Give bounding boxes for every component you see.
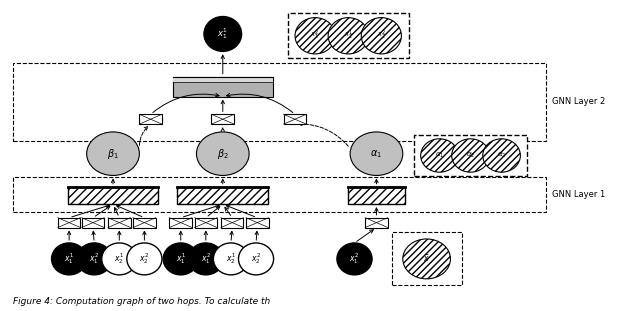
Ellipse shape: [328, 18, 368, 54]
Ellipse shape: [420, 139, 458, 172]
Text: $x_2^1$: $x_2^1$: [115, 252, 124, 266]
Ellipse shape: [350, 132, 403, 175]
Ellipse shape: [163, 243, 198, 275]
Bar: [221, 218, 243, 228]
Text: $x_2^2$: $x_2^2$: [377, 29, 386, 42]
Bar: [108, 218, 131, 228]
Ellipse shape: [483, 139, 520, 172]
Text: $x_1^2$: $x_1^2$: [310, 29, 320, 42]
Ellipse shape: [337, 243, 372, 275]
Ellipse shape: [239, 243, 273, 275]
Text: $\alpha_2$: $\alpha_2$: [466, 151, 475, 160]
Text: $x_1^2$: $x_1^2$: [349, 252, 360, 266]
Ellipse shape: [52, 243, 86, 275]
Bar: [365, 218, 388, 228]
Ellipse shape: [127, 243, 162, 275]
Text: $x_2^1$: $x_2^1$: [344, 29, 353, 42]
Text: $x_1^2$: $x_1^2$: [89, 252, 99, 266]
Ellipse shape: [295, 18, 335, 54]
Bar: [133, 218, 156, 228]
Text: $\bar{x}$: $\bar{x}$: [423, 253, 430, 264]
Text: $x_1^1$: $x_1^1$: [218, 26, 228, 41]
Text: $x_1^2$: $x_1^2$: [201, 252, 211, 266]
Text: $x_2^1$: $x_2^1$: [226, 252, 236, 266]
Bar: [287, 13, 409, 58]
Text: $x_1^1$: $x_1^1$: [64, 252, 74, 266]
Bar: [173, 77, 273, 96]
Bar: [195, 218, 217, 228]
Text: $x_2^2$: $x_2^2$: [140, 252, 149, 266]
Text: $\beta_1$: $\beta_1$: [107, 147, 119, 161]
Text: $x_1^1$: $x_1^1$: [176, 252, 186, 266]
Bar: [82, 218, 104, 228]
Bar: [284, 114, 306, 124]
Ellipse shape: [213, 243, 248, 275]
Ellipse shape: [86, 132, 140, 175]
Bar: [414, 135, 527, 176]
Ellipse shape: [77, 243, 112, 275]
Text: $\alpha_2$: $\alpha_2$: [497, 151, 506, 160]
Text: GNN Layer 1: GNN Layer 1: [552, 190, 605, 199]
Text: $\alpha_1$: $\alpha_1$: [371, 148, 383, 160]
Text: Figure 4: Computation graph of two hops. To calculate th: Figure 4: Computation graph of two hops.…: [13, 297, 270, 306]
Bar: [246, 218, 269, 228]
Ellipse shape: [102, 243, 137, 275]
Bar: [348, 187, 404, 204]
Bar: [13, 177, 546, 212]
Ellipse shape: [196, 132, 249, 175]
Bar: [173, 77, 273, 81]
Bar: [140, 114, 162, 124]
Bar: [58, 218, 81, 228]
Text: $\beta_2$: $\beta_2$: [217, 147, 228, 161]
Bar: [68, 187, 159, 204]
Bar: [211, 114, 234, 124]
Ellipse shape: [403, 239, 451, 279]
Bar: [13, 63, 546, 141]
Bar: [392, 232, 461, 285]
Ellipse shape: [188, 243, 223, 275]
Text: $x_2^2$: $x_2^2$: [251, 252, 261, 266]
Text: $\alpha_1$: $\alpha_1$: [435, 151, 444, 160]
Text: GNN Layer 2: GNN Layer 2: [552, 97, 605, 106]
Ellipse shape: [452, 139, 490, 172]
Ellipse shape: [204, 16, 242, 51]
Ellipse shape: [361, 18, 401, 54]
Bar: [170, 218, 192, 228]
Bar: [177, 187, 268, 204]
